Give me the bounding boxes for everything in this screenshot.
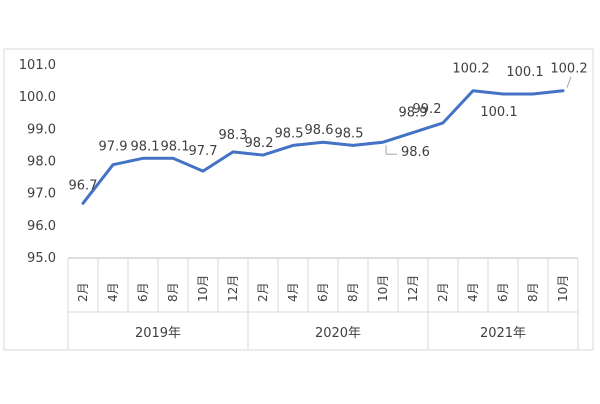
y-tick-label: 99.0 — [27, 122, 56, 137]
month-label: 4月 — [466, 282, 480, 302]
month-label: 10月 — [376, 275, 390, 302]
data-label: 98.6 — [401, 145, 430, 160]
month-label: 8月 — [526, 282, 540, 302]
month-label: 10月 — [556, 275, 570, 302]
data-label: 96.7 — [69, 178, 98, 193]
data-label: 98.5 — [275, 126, 304, 141]
month-label: 2月 — [256, 282, 270, 302]
data-label: 100.1 — [480, 105, 517, 120]
y-tick-label: 101.0 — [19, 58, 56, 73]
month-label: 10月 — [196, 275, 210, 302]
data-label: 100.2 — [452, 62, 489, 77]
month-label: 4月 — [286, 282, 300, 302]
month-label: 6月 — [316, 282, 330, 302]
month-label: 2月 — [76, 282, 90, 302]
y-tick-label: 96.0 — [27, 219, 56, 234]
data-label: 98.2 — [245, 136, 274, 151]
data-label: 98.5 — [335, 126, 364, 141]
y-tick-label: 98.0 — [27, 155, 56, 170]
month-label: 4月 — [106, 282, 120, 302]
data-label: 98.1 — [131, 139, 160, 154]
y-tick-label: 100.0 — [19, 90, 56, 105]
month-label: 6月 — [496, 282, 510, 302]
year-label: 2019年 — [135, 326, 181, 341]
data-label: 98.1 — [161, 139, 190, 154]
month-label: 8月 — [166, 282, 180, 302]
y-tick-label: 95.0 — [27, 251, 56, 266]
data-label: 100.1 — [506, 65, 543, 80]
month-label: 12月 — [406, 275, 420, 302]
y-tick-label: 97.0 — [27, 187, 56, 202]
data-label: 97.9 — [99, 140, 128, 155]
year-label: 2021年 — [480, 326, 526, 341]
month-label: 8月 — [346, 282, 360, 302]
data-label: 97.7 — [189, 144, 218, 159]
month-label: 12月 — [226, 275, 240, 302]
data-label: 100.2 — [550, 62, 587, 77]
month-label: 6月 — [136, 282, 150, 302]
data-label: 98.6 — [305, 123, 334, 138]
data-label: 99.2 — [413, 102, 442, 117]
year-label: 2020年 — [315, 326, 361, 341]
data-label: 98.3 — [219, 128, 248, 143]
month-label: 2月 — [436, 282, 450, 302]
